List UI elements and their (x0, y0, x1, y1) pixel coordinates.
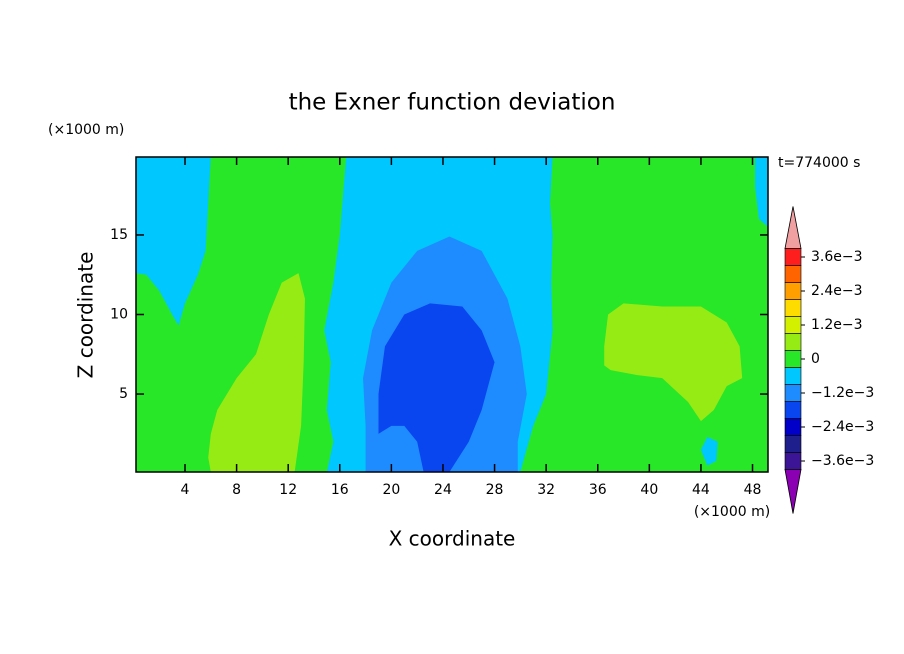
x-tick-label: 8 (232, 482, 241, 498)
colorbar-label: 3.6e−3 (811, 249, 863, 265)
x-tick-label: 32 (537, 482, 555, 498)
x-unit: (×1000 m) (694, 504, 770, 520)
y-tick-label: 10 (110, 307, 128, 323)
x-tick-label: 20 (382, 482, 400, 498)
y-unit: (×1000 m) (48, 122, 124, 138)
colorbar-box (784, 384, 802, 402)
x-tick-label: 36 (589, 482, 607, 498)
colorbar-under (784, 469, 802, 514)
colorbar-box (784, 299, 802, 317)
colorbar-box (784, 333, 802, 351)
x-tick-label: 4 (181, 482, 190, 498)
x-tick-label: 40 (640, 482, 658, 498)
x-tick-label: 24 (434, 482, 452, 498)
colorbar-label: 1.2e−3 (811, 317, 863, 333)
colorbar-box (784, 265, 802, 283)
colorbar-box (784, 248, 802, 266)
x-tick-label: 28 (486, 482, 504, 498)
y-axis-title: Z coordinate (74, 252, 98, 379)
colorbar: 3.6e−3 2.4e−3 1.2e−3 0 −1.2e−3 −2.4e−3 −3.6e−3 (784, 206, 874, 514)
contour-region (604, 303, 743, 422)
colorbar-label: 0 (811, 351, 820, 367)
x-tick-label: 48 (744, 482, 762, 498)
colorbar-label: −1.2e−3 (811, 385, 874, 401)
colorbar-box (784, 401, 802, 419)
colorbar-box (784, 367, 802, 385)
colorbar-label: −3.6e−3 (811, 453, 874, 469)
contour-region (755, 157, 768, 227)
y-tick-label: 5 (119, 386, 128, 402)
x-tick-label: 44 (692, 482, 710, 498)
colorbar-box (784, 316, 802, 334)
time-label: t=774000 s (778, 155, 860, 171)
colorbar-label: 2.4e−3 (811, 283, 863, 299)
contour-region (378, 303, 495, 472)
colorbar-box (784, 435, 802, 453)
contour-region (700, 437, 718, 466)
colorbar-box (784, 282, 802, 300)
y-tick-label: 15 (110, 227, 128, 243)
colorbar-over (784, 206, 802, 249)
contour-region (208, 273, 305, 472)
chart-title: the Exner function deviation (289, 90, 616, 116)
x-tick-label: 12 (279, 482, 297, 498)
x-axis-title: X coordinate (389, 527, 516, 551)
colorbar-label: −2.4e−3 (811, 419, 874, 435)
contour-region (136, 157, 211, 326)
colorbar-box (784, 350, 802, 368)
x-tick-label: 16 (331, 482, 349, 498)
colorbar-box (784, 418, 802, 436)
colorbar-box (784, 452, 802, 470)
